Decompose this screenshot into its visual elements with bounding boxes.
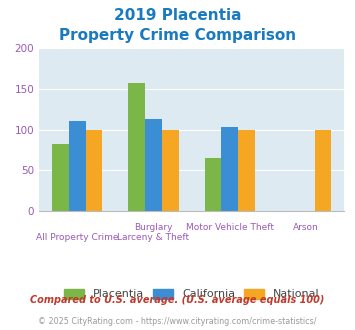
Text: Motor Vehicle Theft: Motor Vehicle Theft xyxy=(186,223,274,232)
Bar xyxy=(238,130,255,211)
Bar xyxy=(52,144,69,211)
Bar xyxy=(222,127,238,211)
Text: Compared to U.S. average. (U.S. average equals 100): Compared to U.S. average. (U.S. average … xyxy=(30,295,325,305)
Text: 2019 Placentia: 2019 Placentia xyxy=(114,8,241,23)
Text: All Property Crime: All Property Crime xyxy=(36,233,119,242)
Bar xyxy=(86,130,102,211)
Bar xyxy=(315,130,331,211)
Bar xyxy=(145,119,162,211)
Bar xyxy=(205,158,222,211)
Text: © 2025 CityRating.com - https://www.cityrating.com/crime-statistics/: © 2025 CityRating.com - https://www.city… xyxy=(38,317,317,326)
Text: Larceny & Theft: Larceny & Theft xyxy=(118,233,190,242)
Bar xyxy=(129,83,145,211)
Bar xyxy=(162,130,179,211)
Bar xyxy=(69,121,86,211)
Text: Arson: Arson xyxy=(293,223,319,232)
Legend: Placentia, California, National: Placentia, California, National xyxy=(61,285,323,303)
Text: Burglary: Burglary xyxy=(134,223,173,232)
Text: Property Crime Comparison: Property Crime Comparison xyxy=(59,28,296,43)
